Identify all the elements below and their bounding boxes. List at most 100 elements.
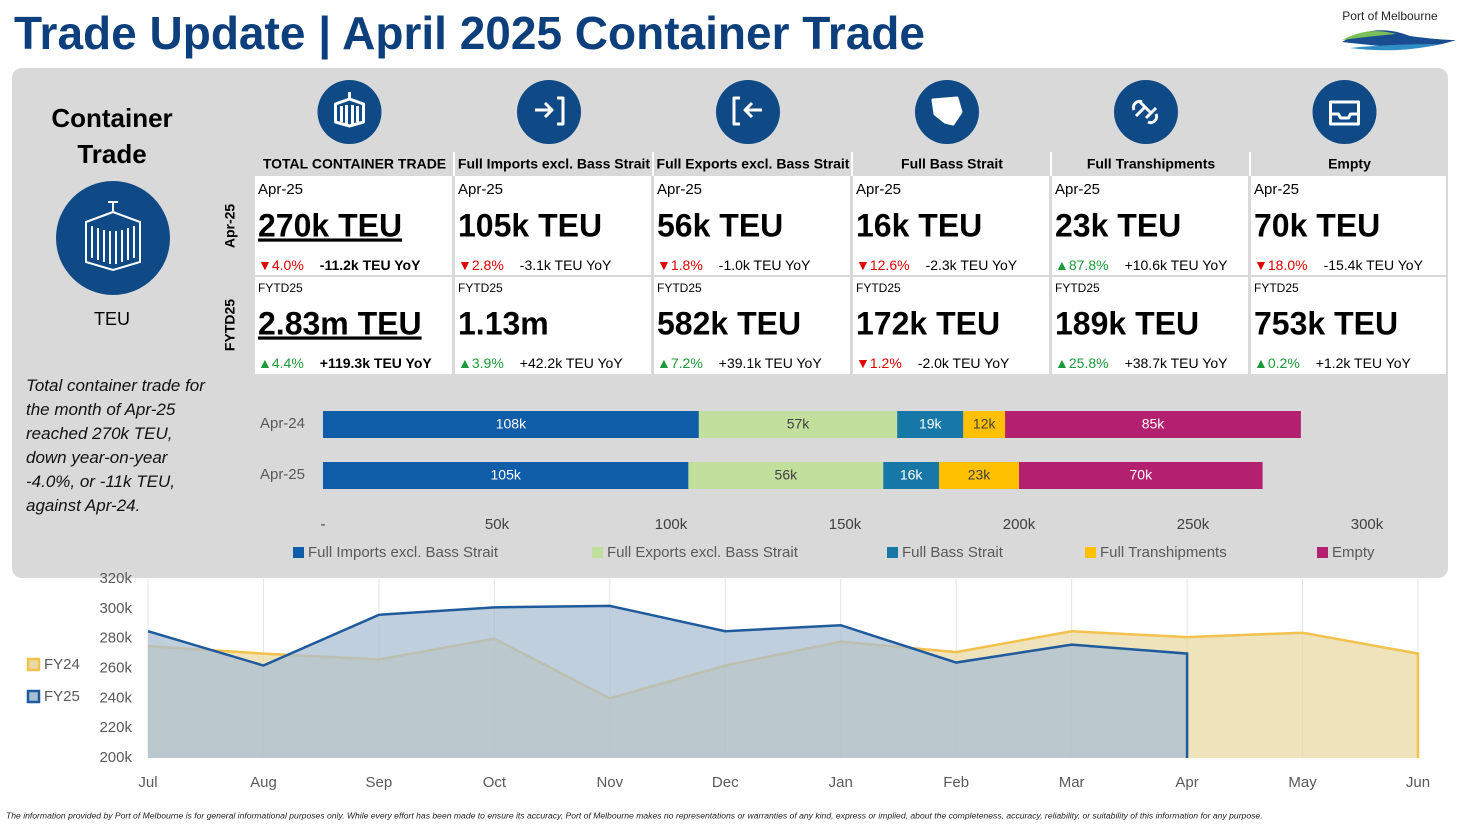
kpi-period: Apr-25: [1055, 181, 1100, 198]
kpi-change-line: ▼4.0% -11.2k TEU YoY: [258, 257, 421, 273]
bar-segment: [1019, 462, 1263, 489]
sidebar-unit: TEU: [94, 309, 130, 329]
kpi-cell: [1052, 277, 1248, 374]
kpi-yoy: +42.2k TEU YoY: [520, 355, 624, 371]
row-label: FYTD25: [222, 299, 238, 351]
x-tick-label: 200k: [1003, 516, 1036, 533]
y-tick-label: 280k: [99, 630, 132, 647]
kpi-change-line: ▲3.9% +42.2k TEU YoY: [458, 355, 623, 371]
legend-label: Full Imports excl. Bass Strait: [308, 544, 499, 561]
kpi-cell: [853, 178, 1049, 275]
x-tick-label: 100k: [655, 516, 688, 533]
kpi-value: 753k TEU: [1254, 305, 1398, 341]
icon-glyph: [931, 96, 963, 126]
bar-segment: [323, 411, 699, 438]
kpi-value: 16k TEU: [856, 207, 982, 243]
area-line: [147, 604, 1189, 758]
x-tick-label: May: [1288, 774, 1317, 791]
legend-swatch: [887, 547, 898, 558]
bar-segment: [897, 411, 964, 438]
bar-segment: [938, 462, 1019, 489]
kpi-change-line: ▼1.2% -2.0k TEU YoY: [856, 355, 1010, 371]
legend-label: Full Exports excl. Bass Strait: [607, 544, 799, 561]
kpi-heading: Full Imports excl. Bass Strait: [458, 156, 651, 172]
kpi-value: 105k TEU: [458, 207, 602, 243]
x-tick-label: Mar: [1059, 774, 1085, 791]
kpi-cell: [455, 178, 651, 275]
kpi-cell: [654, 277, 850, 374]
y-tick-label: 300k: [99, 600, 132, 617]
y-tick-label: 260k: [99, 659, 132, 676]
kpi-cell: [1052, 178, 1248, 275]
icon-glyph: [1329, 100, 1360, 126]
area-chart: Jul Aug Sep Oct Nov Dec Jan Feb Mar Apr May Jun 200k…: [26, 570, 1430, 791]
kpi-value: 189k TEU: [1055, 305, 1199, 341]
bar-label: 12k: [973, 416, 997, 432]
icon-circle: [1114, 80, 1178, 144]
kpi-icon: [716, 80, 780, 144]
kpi-heading: Empty: [1328, 156, 1371, 172]
logo-text: Port of Melbourne: [1342, 9, 1438, 23]
y-tick-label: 240k: [99, 689, 132, 706]
legend-swatch: [592, 547, 603, 558]
kpi-icon: [915, 80, 979, 144]
kpi-change-line: ▼12.6% -2.3k TEU YoY: [856, 257, 1018, 273]
kpi-value: 56k TEU: [657, 207, 783, 243]
kpi-period: Apr-25: [1254, 181, 1299, 198]
description-box: Total container trade for the month of A…: [26, 376, 205, 515]
row-label: Apr-25: [222, 204, 238, 249]
kpi-value: 2.83m TEU: [258, 305, 422, 341]
legend-label: Full Transhipments: [1100, 544, 1227, 561]
kpi-cell: [255, 178, 452, 275]
kpi-icon: [1312, 80, 1377, 144]
sidebar-title: Trade: [77, 139, 146, 169]
x-tick-label: Apr: [1175, 774, 1198, 791]
kpi-yoy: -3.1k TEU YoY: [520, 257, 612, 273]
bar-segment: [688, 462, 884, 489]
logo-hill: [1342, 31, 1396, 40]
bar-segment: [698, 411, 898, 438]
legend-swatch: [26, 689, 41, 704]
bar-segment: [1005, 411, 1301, 438]
category-label: Apr-24: [260, 415, 305, 432]
x-tick-label: Feb: [943, 774, 969, 791]
bar-chart: - 50k 100k 150k 200k 250k 300k Apr-24 108k 57k 19k…: [260, 411, 1384, 561]
kpi-yoy: +39.1k TEU YoY: [719, 355, 823, 371]
kpi-heading: Full Exports excl. Bass Strait: [657, 156, 850, 172]
sidebar: Container Trade TEU Total container trad…: [26, 103, 205, 515]
kpi-yoy: +119.3k TEU YoY: [320, 355, 433, 371]
x-tick-label: Sep: [366, 774, 393, 791]
kpi-yoy: -11.2k TEU YoY: [320, 257, 421, 273]
page-title: Trade Update | April 2025 Container Trad…: [14, 7, 925, 59]
legend-label: Full Bass Strait: [902, 544, 1004, 561]
description: Total container trade for the month of A…: [26, 376, 205, 515]
area-fill: [148, 605, 1188, 758]
kpi-change: ▼12.6%: [856, 257, 910, 273]
kpi-yoy: +1.2k TEU YoY: [1316, 355, 1412, 371]
kpi-change: ▼18.0%: [1254, 257, 1308, 273]
bar-label: 85k: [1142, 416, 1166, 432]
bar-segment: [963, 411, 1006, 438]
bar-label: 23k: [968, 467, 992, 483]
legend-label: Empty: [1332, 544, 1375, 561]
legend-label: FY25: [44, 688, 80, 705]
kpi-change: ▼1.8%: [657, 257, 703, 273]
x-tick-label: Oct: [483, 774, 507, 791]
disclaimer: The information provided by Port of Melb…: [6, 810, 1263, 820]
logo: Port of Melbourne: [1342, 9, 1456, 51]
kpi-cell: [255, 277, 452, 374]
y-tick-label: 200k: [99, 749, 132, 766]
x-tick-label: Jul: [138, 774, 157, 791]
icon-glyph: [334, 92, 365, 128]
kpi-period: FYTD25: [258, 281, 303, 295]
legend-label: FY24: [44, 656, 80, 673]
kpi-yoy: -2.3k TEU YoY: [926, 257, 1018, 273]
bar-label: 105k: [491, 467, 522, 483]
kpi-heading: Full Bass Strait: [901, 156, 1003, 172]
kpi-cell: [654, 178, 850, 275]
kpi-period: Apr-25: [657, 181, 702, 198]
kpi-period: FYTD25: [458, 281, 503, 295]
kpi-period: FYTD25: [856, 281, 901, 295]
kpi-cell: [455, 277, 651, 374]
kpi-yoy: -2.0k TEU YoY: [918, 355, 1010, 371]
